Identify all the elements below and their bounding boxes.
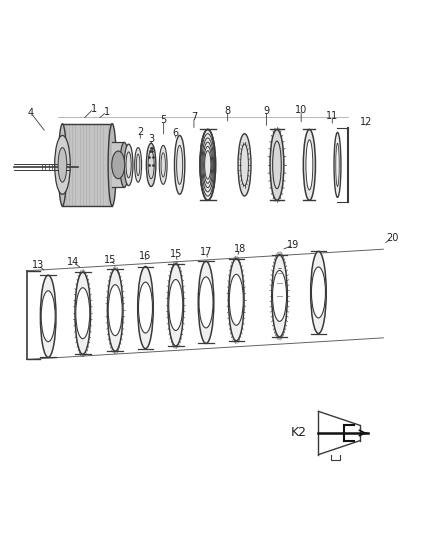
Ellipse shape [311, 252, 326, 334]
Ellipse shape [174, 135, 185, 195]
Ellipse shape [41, 291, 55, 342]
Ellipse shape [58, 148, 67, 182]
Ellipse shape [76, 288, 90, 338]
Ellipse shape [198, 261, 214, 343]
Text: 13: 13 [32, 260, 44, 270]
Ellipse shape [108, 124, 116, 206]
Ellipse shape [40, 275, 56, 357]
Ellipse shape [112, 151, 125, 179]
Text: 2: 2 [137, 127, 143, 138]
Ellipse shape [304, 130, 315, 200]
Ellipse shape [270, 130, 284, 200]
Ellipse shape [159, 146, 167, 184]
Text: 7: 7 [191, 112, 197, 122]
Ellipse shape [229, 259, 244, 341]
Text: 1: 1 [103, 107, 110, 117]
Ellipse shape [58, 124, 67, 206]
Ellipse shape [306, 140, 313, 190]
Ellipse shape [120, 142, 129, 188]
Ellipse shape [134, 148, 141, 182]
Ellipse shape [107, 269, 123, 351]
Ellipse shape [138, 266, 153, 349]
Text: 8: 8 [225, 106, 231, 116]
Text: K2: K2 [291, 426, 307, 440]
Polygon shape [112, 142, 124, 188]
Text: 15: 15 [170, 249, 182, 260]
Text: 14: 14 [67, 257, 79, 267]
Text: 18: 18 [233, 244, 246, 254]
Ellipse shape [199, 277, 213, 328]
Text: 9: 9 [264, 106, 270, 116]
Ellipse shape [272, 255, 287, 337]
Ellipse shape [311, 267, 325, 318]
Ellipse shape [200, 130, 215, 200]
Text: 12: 12 [360, 117, 372, 127]
Text: 4: 4 [28, 108, 34, 118]
Ellipse shape [124, 144, 133, 185]
Text: 1: 1 [91, 103, 97, 114]
Ellipse shape [229, 274, 243, 325]
Text: 10: 10 [295, 105, 307, 115]
Polygon shape [63, 124, 112, 206]
Text: 6: 6 [173, 128, 179, 138]
Ellipse shape [238, 134, 251, 196]
Text: 20: 20 [386, 233, 398, 244]
Text: 19: 19 [287, 240, 300, 250]
Ellipse shape [272, 270, 286, 321]
Ellipse shape [334, 132, 341, 197]
Ellipse shape [169, 279, 183, 330]
Ellipse shape [138, 282, 152, 333]
Ellipse shape [146, 143, 156, 187]
Ellipse shape [108, 285, 122, 336]
Text: 16: 16 [138, 251, 151, 261]
Text: 5: 5 [160, 115, 167, 125]
Ellipse shape [168, 264, 184, 346]
Text: 3: 3 [148, 134, 155, 144]
Text: 15: 15 [104, 255, 116, 264]
Ellipse shape [55, 135, 70, 195]
Ellipse shape [75, 272, 91, 354]
Text: 11: 11 [326, 111, 339, 121]
Text: 17: 17 [200, 247, 212, 257]
